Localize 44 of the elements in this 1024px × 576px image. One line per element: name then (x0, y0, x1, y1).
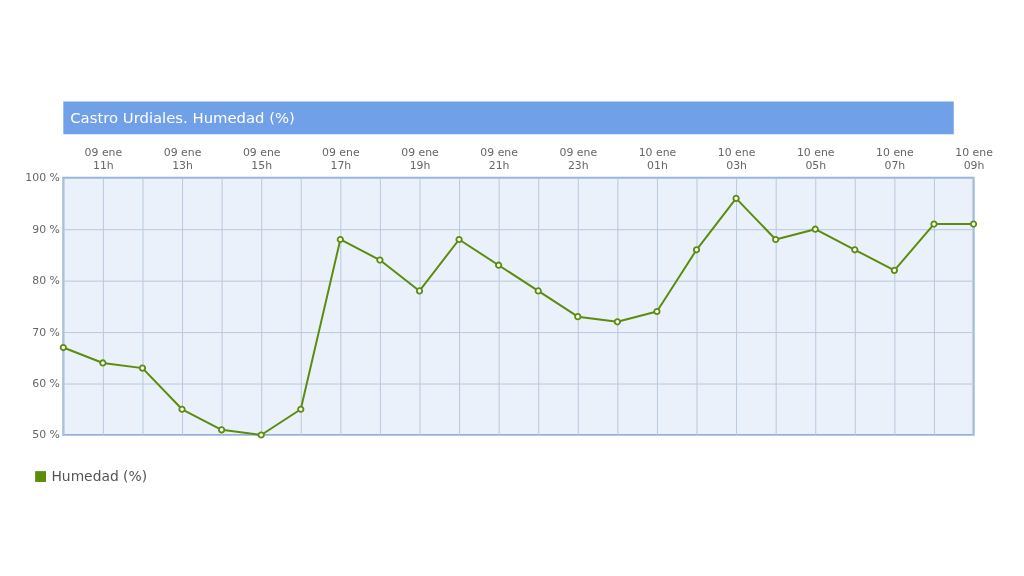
point (138, 364, 147, 372)
point (772, 235, 780, 244)
point (455, 235, 463, 244)
x-tick-label: 10 ene 05h (796, 146, 835, 173)
x-tick-label: 09 ene 13h (163, 146, 202, 173)
point (811, 225, 819, 233)
x-tick-label: 09 ene 23h (559, 146, 598, 173)
x-tick-label: 10 ene 01h (638, 146, 677, 173)
x-tick-label: 09 ene 15h (242, 146, 281, 173)
x-tick-label: 09 ene 11h (84, 146, 123, 173)
point (99, 359, 107, 367)
y-tick-label: 70 % (32, 325, 60, 339)
point (692, 246, 701, 254)
point (59, 343, 67, 352)
point (178, 405, 186, 413)
x-tick-label: 10 ene 03h (717, 146, 756, 173)
point (495, 261, 503, 269)
x-tick-label: 10 ene 09h (955, 146, 994, 173)
point (534, 287, 542, 295)
point (732, 194, 740, 202)
point (890, 266, 898, 274)
point (574, 313, 582, 321)
y-tick-label: 60 % (32, 377, 60, 391)
y-tick-label: 80 % (32, 274, 60, 288)
point (297, 405, 305, 413)
x-tick-label: 09 ene 21h (480, 146, 519, 173)
x-tick-label: 10 ene 07h (876, 146, 914, 173)
point (257, 431, 265, 439)
chart-title: Castro Urdiales. Humedad (%) (70, 109, 295, 127)
legend-label: Humedad (%) (51, 467, 148, 484)
point (969, 220, 978, 228)
y-tick-label: 50 % (32, 428, 60, 442)
point (336, 235, 344, 244)
y-tick-label: 90 % (32, 222, 60, 236)
point (930, 220, 938, 228)
x-tick-label: 09 ene 17h (322, 146, 360, 173)
point (376, 256, 384, 264)
point (653, 307, 661, 316)
point (415, 287, 424, 295)
point (613, 318, 621, 326)
y-tick-label: 100 % (25, 171, 60, 185)
x-tick-label: 09 ene 19h (401, 146, 440, 173)
point (851, 246, 859, 254)
point (218, 426, 226, 434)
